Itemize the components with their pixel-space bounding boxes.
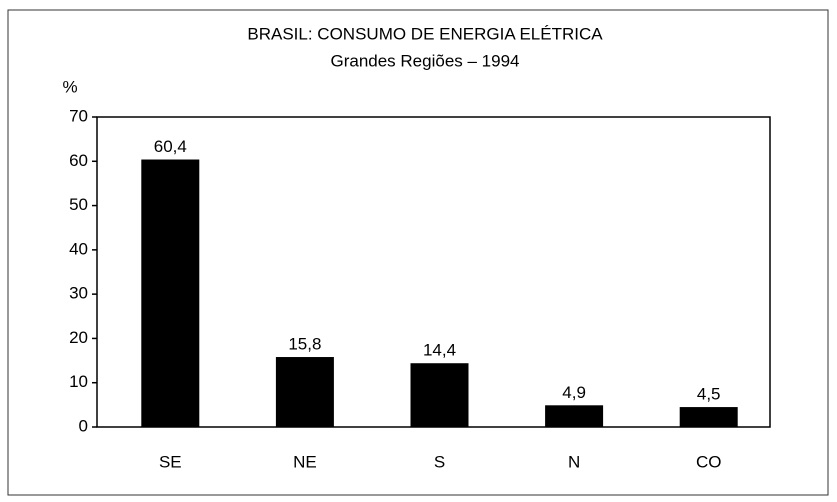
y-tick-label: 40 bbox=[69, 239, 88, 258]
bar bbox=[545, 405, 604, 427]
value-label: 4,9 bbox=[562, 383, 586, 402]
value-label: 14,4 bbox=[423, 341, 456, 360]
y-tick-label: 50 bbox=[69, 195, 88, 214]
y-tick-label: 20 bbox=[69, 328, 88, 347]
x-tick-label: NE bbox=[293, 452, 317, 471]
frame bbox=[7, 9, 829, 496]
x-tick-label: N bbox=[568, 452, 580, 471]
y-tick-label: 10 bbox=[69, 372, 88, 391]
y-axis-label: % bbox=[62, 77, 77, 96]
x-tick-label: SE bbox=[159, 452, 182, 471]
value-label: 15,8 bbox=[288, 335, 321, 354]
y-tick-label: 70 bbox=[69, 106, 88, 125]
chart-subtitle: Grandes Regiões – 1994 bbox=[330, 51, 519, 70]
bar bbox=[410, 363, 469, 427]
y-tick-label: 60 bbox=[69, 151, 88, 170]
bar bbox=[141, 159, 200, 427]
y-tick-label: 0 bbox=[79, 416, 88, 435]
value-label: 60,4 bbox=[154, 137, 187, 156]
bar bbox=[679, 407, 738, 427]
chart-title: BRASIL: CONSUMO DE ENERGIA ELÉTRICA bbox=[247, 24, 603, 43]
bar bbox=[275, 357, 334, 427]
y-tick-label: 30 bbox=[69, 284, 88, 303]
x-tick-label: S bbox=[434, 452, 445, 471]
x-tick-label: CO bbox=[696, 452, 722, 471]
value-label: 4,5 bbox=[697, 385, 721, 404]
